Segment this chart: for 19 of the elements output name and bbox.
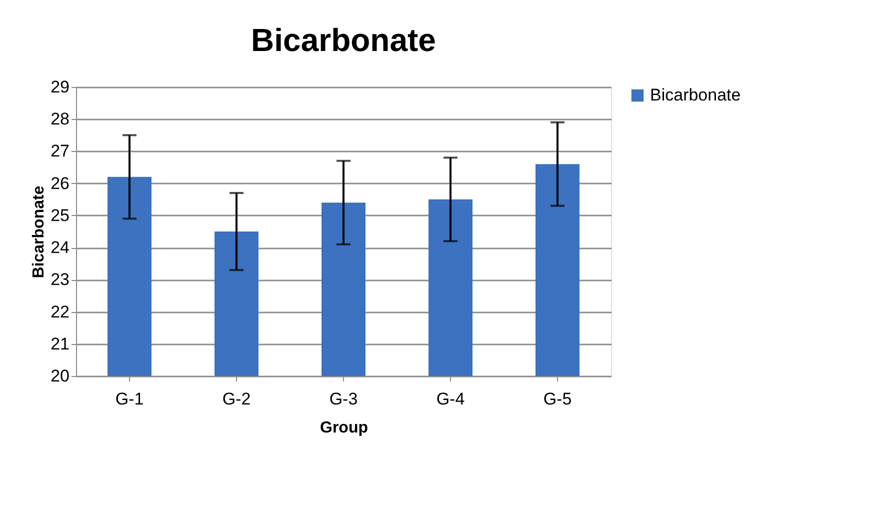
legend-label: Bicarbonate (650, 86, 741, 104)
y-tick-label: 27 (50, 142, 70, 161)
y-tick-label: 24 (50, 238, 70, 258)
y-axis-title: Bicarbonate (30, 186, 48, 278)
x-tick-label: G-5 (543, 390, 572, 408)
y-tick-label: 22 (50, 302, 70, 322)
y-tick-label: 26 (50, 174, 70, 193)
x-tick-label: G-4 (436, 390, 465, 408)
y-tick-label: 28 (50, 110, 70, 129)
y-tick-label: 29 (50, 78, 70, 96)
y-tick-label: 25 (50, 206, 70, 225)
x-tick-label: G-1 (115, 390, 144, 408)
y-tick-label: 23 (50, 270, 70, 290)
chart-title: Bicarbonate (251, 22, 436, 58)
x-tick-label: G-2 (222, 390, 251, 408)
x-axis-title: Group (320, 420, 368, 436)
y-tick-label: 20 (50, 366, 70, 386)
y-tick-label: 21 (50, 334, 70, 354)
x-tick-label: G-3 (329, 390, 358, 408)
